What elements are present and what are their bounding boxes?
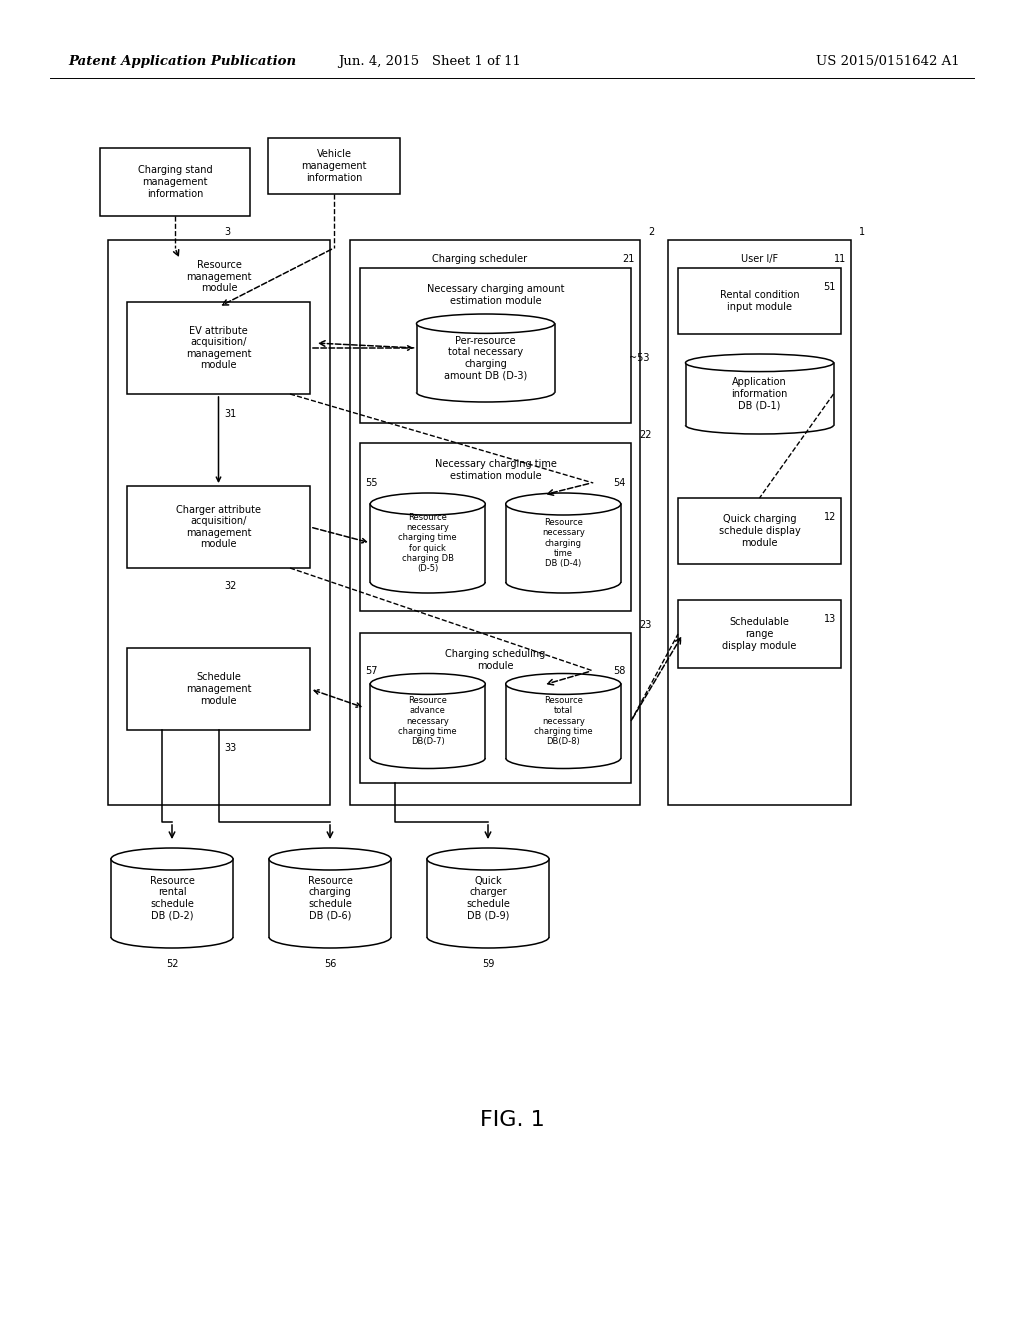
Text: Resource
necessary
charging time
for quick
charging DB
(D-5): Resource necessary charging time for qui… — [398, 512, 457, 573]
Text: 31: 31 — [224, 409, 237, 418]
Ellipse shape — [685, 354, 834, 372]
Text: 54: 54 — [613, 478, 626, 488]
Bar — [127, 486, 310, 568]
Text: 21: 21 — [623, 253, 635, 264]
FancyArrowPatch shape — [216, 397, 221, 482]
Text: 58: 58 — [613, 667, 626, 676]
Text: Necessary charging time
estimation module: Necessary charging time estimation modul… — [434, 459, 556, 480]
Bar — [269, 859, 391, 937]
Text: 51: 51 — [823, 282, 836, 292]
Text: FIG. 1: FIG. 1 — [479, 1110, 545, 1130]
Ellipse shape — [427, 847, 549, 870]
Bar — [111, 859, 233, 937]
Text: 33: 33 — [224, 743, 237, 752]
Ellipse shape — [371, 492, 485, 515]
Bar — [417, 323, 555, 392]
Text: Quick charging
schedule display
module: Quick charging schedule display module — [719, 515, 801, 548]
Bar — [100, 148, 250, 216]
Text: 11: 11 — [834, 253, 846, 264]
Bar — [685, 363, 834, 425]
Text: 22: 22 — [639, 430, 651, 440]
Text: 3: 3 — [224, 227, 230, 238]
Bar — [360, 444, 631, 611]
Text: Resource
rental
schedule
DB (D-2): Resource rental schedule DB (D-2) — [150, 875, 195, 920]
Text: Schedulable
range
display module: Schedulable range display module — [722, 618, 797, 651]
Text: Resource
total
necessary
charging time
DB(D-8): Resource total necessary charging time D… — [534, 696, 593, 746]
Bar — [506, 684, 621, 758]
FancyArrowPatch shape — [312, 346, 412, 350]
Text: 1: 1 — [859, 227, 865, 238]
Ellipse shape — [506, 492, 621, 515]
Bar — [360, 268, 631, 422]
Text: Jun. 4, 2015   Sheet 1 of 11: Jun. 4, 2015 Sheet 1 of 11 — [339, 55, 521, 69]
Ellipse shape — [417, 314, 555, 334]
Ellipse shape — [371, 673, 485, 694]
Text: Charging scheduler: Charging scheduler — [432, 253, 527, 264]
FancyArrowPatch shape — [312, 528, 367, 543]
Text: 2: 2 — [648, 227, 654, 238]
Text: EV attribute
acquisition/
management
module: EV attribute acquisition/ management mod… — [185, 326, 251, 371]
Text: Charging stand
management
information: Charging stand management information — [137, 165, 212, 198]
Bar — [127, 648, 310, 730]
Bar — [108, 240, 330, 805]
Text: Patent Application Publication: Patent Application Publication — [68, 55, 296, 69]
Ellipse shape — [506, 673, 621, 694]
Text: Charger attribute
acquisition/
management
module: Charger attribute acquisition/ managemen… — [176, 504, 261, 549]
Text: Application
information
DB (D-1): Application information DB (D-1) — [731, 378, 787, 411]
Text: 55: 55 — [365, 478, 378, 488]
Text: Resource
necessary
charging
time
DB (D-4): Resource necessary charging time DB (D-4… — [542, 517, 585, 569]
Text: 59: 59 — [482, 960, 495, 969]
Bar — [268, 139, 400, 194]
Bar — [127, 302, 310, 393]
Text: US 2015/0151642 A1: US 2015/0151642 A1 — [816, 55, 961, 69]
Text: Vehicle
management
information: Vehicle management information — [301, 149, 367, 182]
Text: Per-resource
total necessary
charging
amount DB (D-3): Per-resource total necessary charging am… — [443, 335, 527, 380]
Text: Necessary charging amount
estimation module: Necessary charging amount estimation mod… — [427, 284, 564, 306]
Text: Rental condition
input module: Rental condition input module — [720, 290, 800, 312]
Text: Resource
management
module: Resource management module — [186, 260, 252, 293]
Text: 23: 23 — [639, 620, 651, 630]
Text: Quick
charger
schedule
DB (D-9): Quick charger schedule DB (D-9) — [466, 875, 510, 920]
Text: Schedule
management
module: Schedule management module — [185, 672, 251, 706]
FancyArrowPatch shape — [314, 690, 360, 708]
Text: Resource
advance
necessary
charging time
DB(D-7): Resource advance necessary charging time… — [398, 696, 457, 746]
Text: 13: 13 — [823, 614, 836, 624]
Text: 56: 56 — [324, 960, 336, 969]
Text: Resource
charging
schedule
DB (D-6): Resource charging schedule DB (D-6) — [307, 875, 352, 920]
Bar — [427, 859, 549, 937]
Bar — [350, 240, 640, 805]
Bar — [678, 268, 841, 334]
Text: ~53: ~53 — [629, 352, 649, 363]
Text: Charging scheduling
module: Charging scheduling module — [445, 649, 546, 671]
Ellipse shape — [269, 847, 391, 870]
Bar — [668, 240, 851, 805]
Text: User I/F: User I/F — [741, 253, 778, 264]
Bar — [678, 601, 841, 668]
Bar — [678, 498, 841, 564]
Text: 52: 52 — [166, 960, 178, 969]
Bar — [360, 634, 631, 783]
Bar — [371, 504, 485, 582]
Bar — [371, 684, 485, 758]
Text: 32: 32 — [224, 581, 237, 591]
Text: 57: 57 — [365, 667, 378, 676]
Text: 12: 12 — [823, 512, 836, 521]
Ellipse shape — [111, 847, 233, 870]
Bar — [506, 504, 621, 582]
